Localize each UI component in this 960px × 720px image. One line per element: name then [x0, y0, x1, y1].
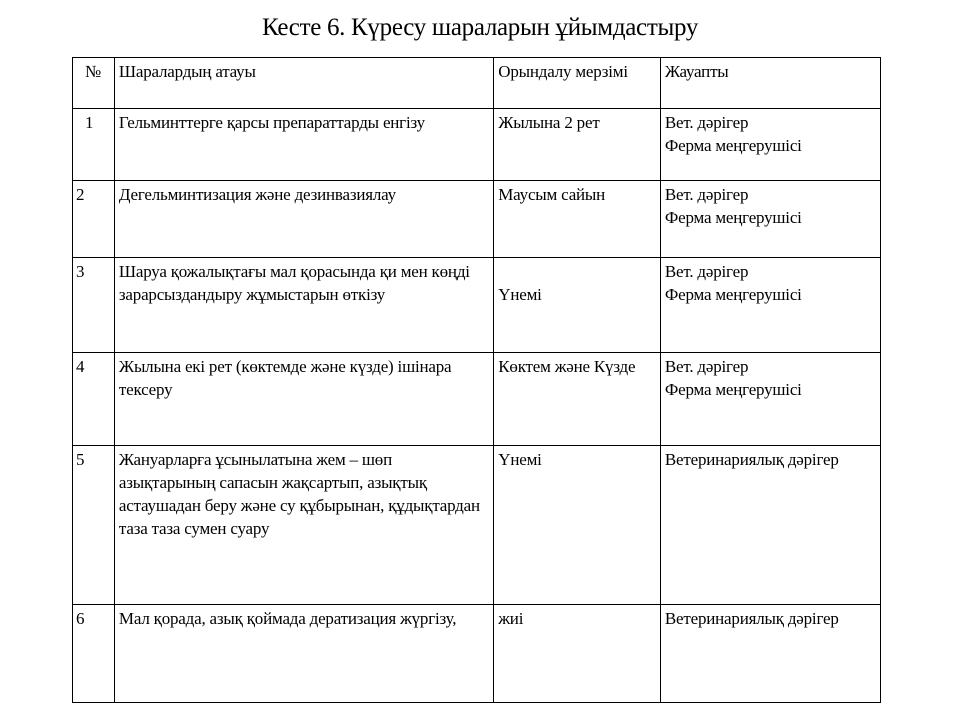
row-responsible: Вет. дәрігер Ферма меңгерушісі [659, 257, 882, 353]
table-caption: Кесте 6. Күресу шараларын ұйымдастыру [261, 14, 699, 41]
responsible-line: Ферма меңгерушісі [664, 136, 802, 155]
row-responsible: Ветеринариялық дәрігер [659, 445, 882, 605]
table-row: 1 Гельминттерге қарсы препараттарды енгі… [72, 108, 882, 181]
table-row: 5 Жануарларға ұсынылатына жем – шөп азық… [72, 445, 882, 605]
row-responsible: Вет. дәрігер Ферма меңгерушісі [659, 352, 882, 446]
table-row: 3 Шаруа қожалықтағы мал қорасында қи мен… [72, 257, 882, 353]
header-name: Шаралардың атауы [113, 57, 495, 109]
row-term: Көктем және Күзде [493, 352, 661, 446]
row-term: Маусым сайын [493, 180, 661, 258]
row-number: 5 [72, 445, 115, 605]
table-row: 4 Жылына екі рет (көктемде және күзде) і… [72, 352, 882, 446]
responsible-line: Вет. дәрігер [664, 185, 749, 204]
table-row: 6 Мал қорада, азық қоймада дератизация ж… [72, 604, 882, 703]
responsible-line: Ферма меңгерушісі [664, 285, 802, 304]
row-name: Мал қорада, азық қоймада дератизация жүр… [113, 604, 495, 703]
row-name: Жануарларға ұсынылатына жем – шөп азықта… [113, 445, 495, 605]
header-number: № [72, 57, 115, 109]
row-number: 2 [72, 180, 115, 258]
responsible-line: Ферма меңгерушісі [664, 380, 802, 399]
row-term: Үнемі [493, 445, 661, 605]
row-number: 1 [72, 108, 115, 181]
row-term: Жылына 2 рет [493, 108, 661, 181]
row-name: Жылына екі рет (көктемде және күзде) іші… [113, 352, 495, 446]
row-term: жиі [493, 604, 661, 703]
row-number: 3 [72, 257, 115, 353]
responsible-line: Вет. дәрігер [664, 113, 749, 132]
row-responsible: Ветеринариялық дәрігер [659, 604, 882, 703]
measures-table: № Шаралардың атауы Орындалу мерзімі Жауа… [72, 57, 882, 703]
row-term: Үнемі [493, 257, 661, 353]
header-term: Орындалу мерзімі [493, 57, 661, 109]
row-name: Шаруа қожалықтағы мал қорасында қи мен к… [113, 257, 495, 353]
responsible-line: Ферма меңгерушісі [664, 208, 802, 227]
row-name: Дегельминтизация және дезинвазиялау [113, 180, 495, 258]
row-responsible: Вет. дәрігер Ферма меңгерушісі [659, 180, 882, 258]
header-responsible: Жауапты [659, 57, 882, 109]
row-number: 4 [72, 352, 115, 446]
row-number: 6 [72, 604, 115, 703]
row-name: Гельминттерге қарсы препараттарды енгізу [113, 108, 495, 181]
row-responsible: Вет. дәрігер Ферма меңгерушісі [659, 108, 882, 181]
responsible-line: Вет. дәрігер [664, 357, 749, 376]
responsible-line: Вет. дәрігер [664, 262, 749, 281]
table-row: 2 Дегельминтизация және дезинвазиялау Ма… [72, 180, 882, 258]
table-header-row: № Шаралардың атауы Орындалу мерзімі Жауа… [72, 57, 882, 109]
